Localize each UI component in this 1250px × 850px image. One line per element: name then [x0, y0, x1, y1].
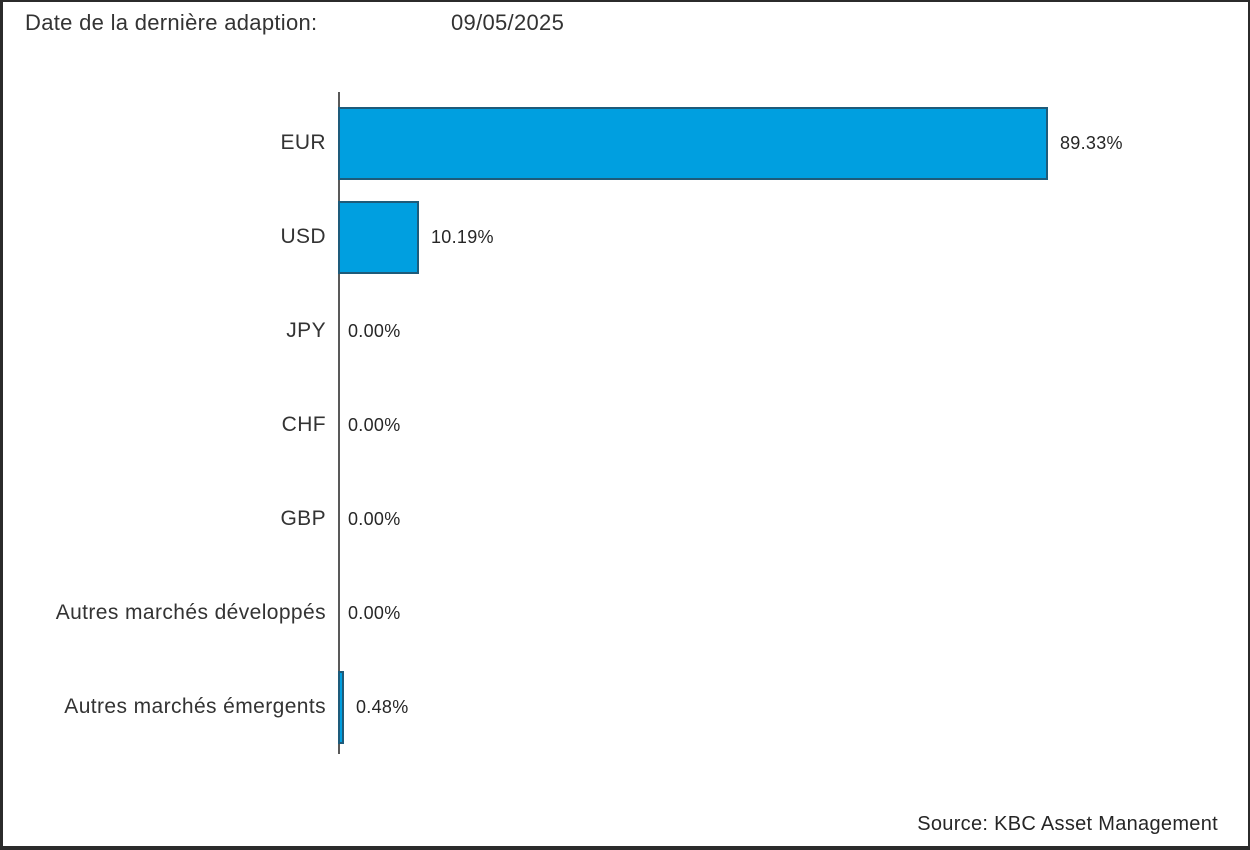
category-label: Autres marchés émergents [64, 695, 326, 718]
currency-bar-chart: EUR 89.33% USD 10.19% JPY 0.00% CHF 0.00% GBP 0.0… [3, 96, 1163, 754]
value-label: 89.33% [1060, 132, 1123, 153]
chart-row: Autres marchés développés 0.00% [3, 566, 1163, 660]
bar-track: 0.00% [338, 483, 1163, 556]
header: Date de la dernière adaption: 09/05/2025 [3, 10, 1248, 44]
chart-row: EUR 89.33% [3, 96, 1163, 190]
value-label: 10.19% [431, 226, 494, 247]
value-label: 0.00% [348, 320, 401, 341]
chart-row: JPY 0.00% [3, 284, 1163, 378]
value-label: 0.00% [348, 508, 401, 529]
category-label: USD [280, 225, 326, 248]
bar-track: 0.00% [338, 577, 1163, 650]
category-label: CHF [281, 413, 326, 436]
chart-row: USD 10.19% [3, 190, 1163, 284]
bar [338, 200, 419, 274]
bar [338, 106, 1048, 180]
source-note: Source: KBC Asset Management [917, 813, 1218, 835]
y-axis-line [338, 92, 340, 754]
chart-row: Autres marchés émergents 0.48% [3, 660, 1163, 754]
chart-row: GBP 0.00% [3, 472, 1163, 566]
value-label: 0.48% [356, 696, 409, 717]
category-label: Autres marchés développés [55, 601, 326, 624]
bar-track: 89.33% [338, 106, 1163, 180]
last-update-label: Date de la dernière adaption: [25, 10, 318, 35]
bar-track: 0.00% [338, 295, 1163, 368]
bar-track: 0.00% [338, 389, 1163, 462]
bar-track: 0.48% [338, 670, 1163, 744]
bar [338, 670, 344, 744]
last-update-date: 09/05/2025 [451, 10, 565, 35]
value-label: 0.00% [348, 414, 401, 435]
category-label: JPY [286, 319, 326, 342]
value-label: 0.00% [348, 602, 401, 623]
chart-row: CHF 0.00% [3, 378, 1163, 472]
category-label: EUR [280, 131, 326, 154]
category-label: GBP [280, 507, 326, 530]
bar-track: 10.19% [338, 200, 1163, 274]
